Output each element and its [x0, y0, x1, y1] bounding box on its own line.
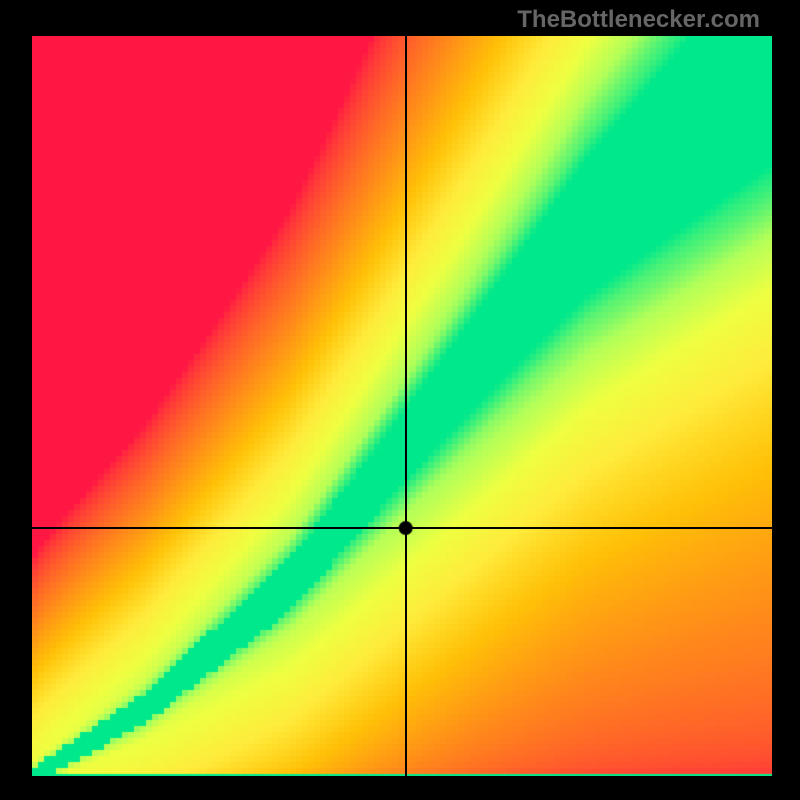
marker-dot-layer — [32, 36, 772, 776]
chart-container: TheBottlenecker.com — [0, 0, 800, 800]
watermark-text: TheBottlenecker.com — [517, 6, 760, 34]
